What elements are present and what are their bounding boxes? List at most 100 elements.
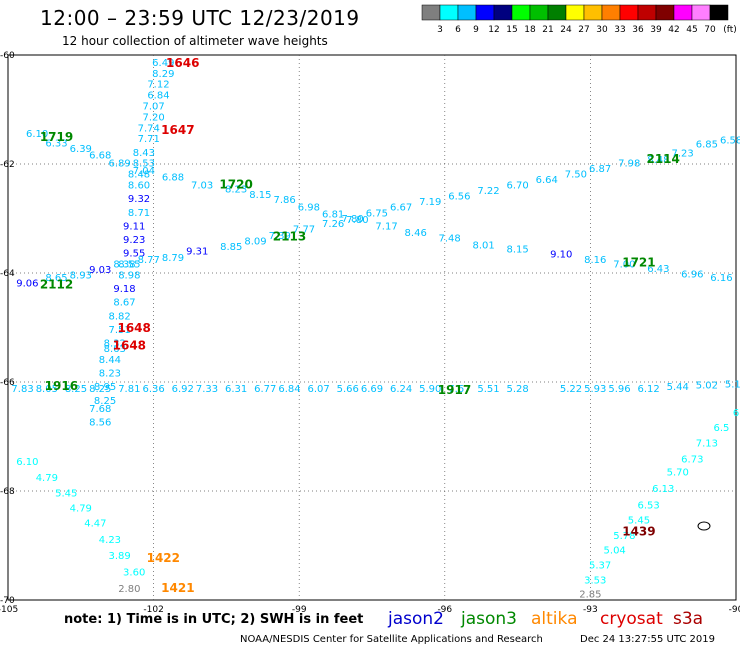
y-tick-label: -66 — [0, 378, 15, 388]
wave-height-label: 7.26 — [322, 219, 344, 230]
wave-height-label: 8.05 — [36, 384, 58, 395]
pass-time-label: 1917 — [438, 383, 471, 397]
wave-height-label: 6.31 — [225, 384, 247, 395]
wave-height-label: 7.00 — [613, 260, 635, 271]
wave-height-label: 6.75 — [366, 208, 388, 219]
wave-height-label: 8.71 — [128, 208, 150, 219]
wave-height-label: 6.12 — [638, 384, 660, 395]
wave-height-label: 7.03 — [191, 181, 213, 192]
legend-label: 24 — [560, 25, 572, 35]
x-tick-label: -99 — [292, 605, 307, 615]
x-tick-label: -102 — [143, 605, 163, 615]
wave-height-label: 8.65 — [45, 273, 67, 284]
pass-time-label: 1439 — [622, 525, 655, 539]
y-tick-label: -70 — [0, 596, 15, 606]
pass-time-label: 2112 — [40, 277, 73, 291]
wave-height-label: 6.84 — [147, 91, 169, 102]
wave-height-label: 7.39 — [269, 231, 291, 242]
wave-height-label: 8.48 — [647, 155, 669, 166]
wave-height-label: 6.36 — [142, 384, 164, 395]
pass-time-label: 1720 — [219, 178, 252, 192]
wave-height-label: 9.31 — [186, 246, 208, 257]
wave-height-label: 6.16 — [710, 273, 732, 284]
wave-height-label: 5.96 — [608, 384, 630, 395]
wave-height-label: 8.55 — [118, 260, 140, 271]
footer-timestamp: Dec 24 13:27:55 UTC 2019 — [580, 634, 715, 645]
wave-height-label: 6.88 — [162, 172, 184, 183]
wave-height-label: 7.51 — [108, 325, 130, 336]
wave-height-label: 6.33 — [45, 139, 67, 150]
wave-height-label: 7.20 — [142, 112, 164, 123]
wave-height-label: 8.46 — [405, 228, 427, 239]
wave-height-label: 6.49 — [152, 58, 174, 69]
wave-height-label: 7.07 — [142, 102, 164, 113]
wave-height-label: 6.43 — [647, 264, 669, 275]
wave-height-label: 6.73 — [681, 455, 703, 466]
wave-height-label: 7.22 — [477, 186, 499, 197]
wave-height-label: 8.16 — [584, 255, 606, 266]
wave-height-label: 6.69 — [361, 384, 383, 395]
pass-time-label: 2113 — [273, 229, 306, 243]
wave-height-label: 4.79 — [36, 473, 58, 484]
wave-height-label: 8.23 — [225, 184, 247, 195]
wave-height-label: 6.87 — [589, 164, 611, 175]
wave-height-label: 7.83 — [11, 384, 33, 395]
legend-label: 6 — [455, 25, 461, 35]
wave-height-label: 4.47 — [84, 518, 106, 529]
wave-height-label: 9.10 — [550, 250, 572, 261]
wave-height-label: 8.67 — [113, 298, 135, 309]
wave-height-label: 6.53 — [638, 500, 660, 511]
legend-label: 42 — [668, 25, 679, 35]
wave-height-label: 9.23 — [123, 235, 145, 246]
wave-height-label: 8.53 — [133, 159, 155, 170]
wave-height-label: 8.63 — [104, 344, 126, 355]
wave-height-label: 5.28 — [506, 384, 528, 395]
wave-height-label: 7.74 — [138, 123, 160, 134]
wave-height-label: 5.44 — [667, 382, 689, 393]
mission-jason2: jason2 — [388, 609, 444, 629]
wave-height-label: 9.11 — [123, 221, 145, 232]
wave-height-label: 7.86 — [274, 195, 296, 206]
wave-height-label: 6.84 — [278, 384, 300, 395]
mission-cryosat: cryosat — [600, 609, 663, 629]
wave-height-label: 8.15 — [249, 190, 271, 201]
wave-height-label: 5.02 — [696, 381, 718, 392]
mission-jason3: jason3 — [461, 609, 517, 629]
wave-height-label: 6.13 — [652, 484, 674, 495]
wave-height-label: 6.67 — [390, 202, 412, 213]
legend-label: 9 — [473, 25, 479, 35]
wave-height-label: 6.64 — [536, 175, 558, 186]
pass-time-label: 1647 — [161, 123, 194, 137]
pass-time-label: 1422 — [147, 551, 180, 565]
wave-height-label: 5.16 — [725, 379, 740, 390]
legend-label: 33 — [614, 25, 625, 35]
wave-height-label: 6.56 — [448, 191, 470, 202]
wave-height-label: 6.10 — [26, 129, 48, 140]
wave-height-label: 9.32 — [128, 194, 150, 205]
legend-label: 70 — [704, 25, 716, 35]
pass-time-label: 1421 — [161, 581, 194, 595]
wave-height-label: 8.77 — [138, 255, 160, 266]
legend-label: 36 — [632, 25, 644, 35]
wave-height-label: 3.60 — [123, 567, 145, 578]
coastline-outline — [697, 521, 711, 531]
wave-height-label: 3.89 — [108, 551, 130, 562]
wave-height-label: 6.98 — [298, 202, 320, 213]
x-tick-label: -96 — [437, 605, 452, 615]
wave-height-label: 8.56 — [89, 418, 111, 429]
wave-height-label: 6.68 — [89, 151, 111, 162]
legend-label: 27 — [578, 25, 589, 35]
wave-height-label: 8.43 — [133, 148, 155, 159]
wave-height-label: 6.96 — [681, 269, 703, 280]
wave-height-label: 6.58 — [720, 135, 740, 146]
legend-unit: (ft) — [723, 25, 737, 35]
wave-height-label: 7.81 — [118, 384, 140, 395]
legend-label: 45 — [686, 25, 697, 35]
legend-label: 15 — [506, 25, 517, 35]
wave-height-label: 8.85 — [220, 242, 242, 253]
wave-height-label: 5.22 — [560, 384, 582, 395]
wave-height-label: 5.70 — [667, 468, 689, 479]
x-tick-label: -93 — [583, 605, 598, 615]
wave-height-label: 7.98 — [618, 159, 640, 170]
